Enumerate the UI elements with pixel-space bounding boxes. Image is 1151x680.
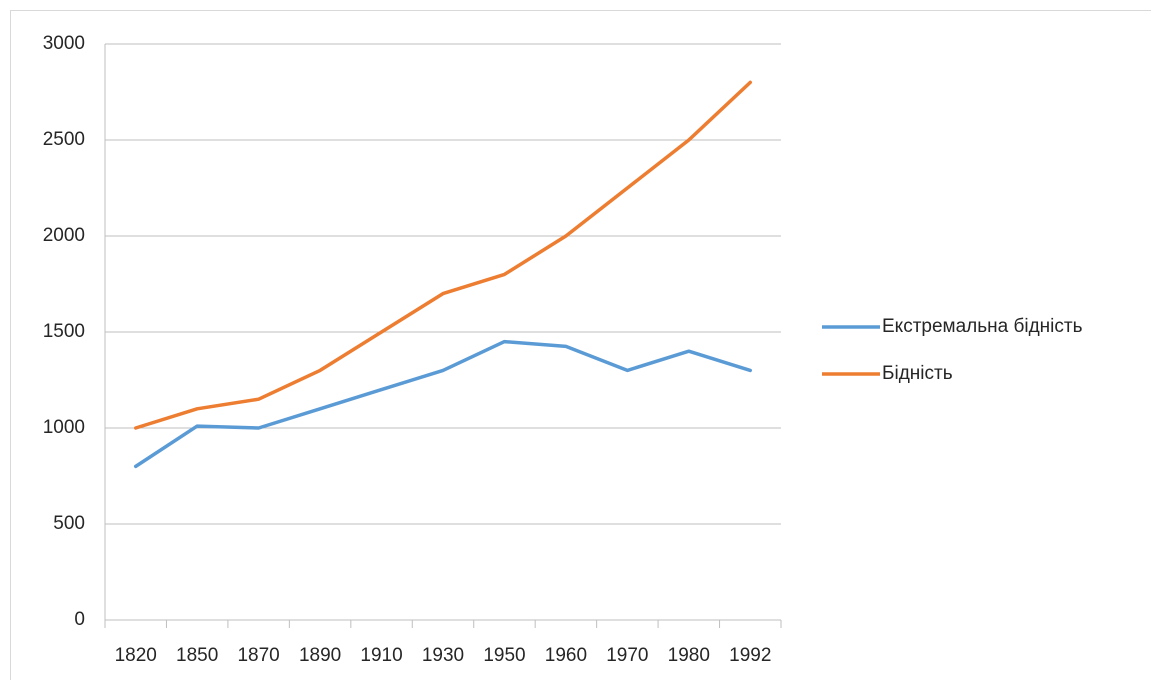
legend-label: Екстремальна бідність <box>882 316 1083 337</box>
x-tick-label: 1890 <box>299 645 341 666</box>
x-tick-label: 1960 <box>545 645 587 666</box>
y-tick-label: 500 <box>53 513 85 534</box>
x-tick-label: 1950 <box>483 645 525 666</box>
y-tick-label: 1000 <box>43 417 85 438</box>
series-line <box>133 339 753 469</box>
chart-frame <box>10 10 1151 680</box>
x-tick-label: 1980 <box>668 645 710 666</box>
x-tick-label: 1910 <box>360 645 402 666</box>
x-tick-label: 1992 <box>729 645 771 666</box>
x-tick-label: 1970 <box>606 645 648 666</box>
y-tick-label: 2500 <box>43 129 85 150</box>
series-line <box>133 80 753 430</box>
y-tick-label: 1500 <box>43 321 85 342</box>
x-tick-label: 1930 <box>422 645 464 666</box>
x-tick-label: 1850 <box>176 645 218 666</box>
legend-label: Бідність <box>882 363 953 384</box>
y-tick-label: 0 <box>74 609 85 630</box>
y-tick-label: 2000 <box>43 225 85 246</box>
x-tick-label: 1820 <box>115 645 157 666</box>
x-tick-label: 1870 <box>237 645 279 666</box>
y-tick-label: 3000 <box>43 33 85 54</box>
